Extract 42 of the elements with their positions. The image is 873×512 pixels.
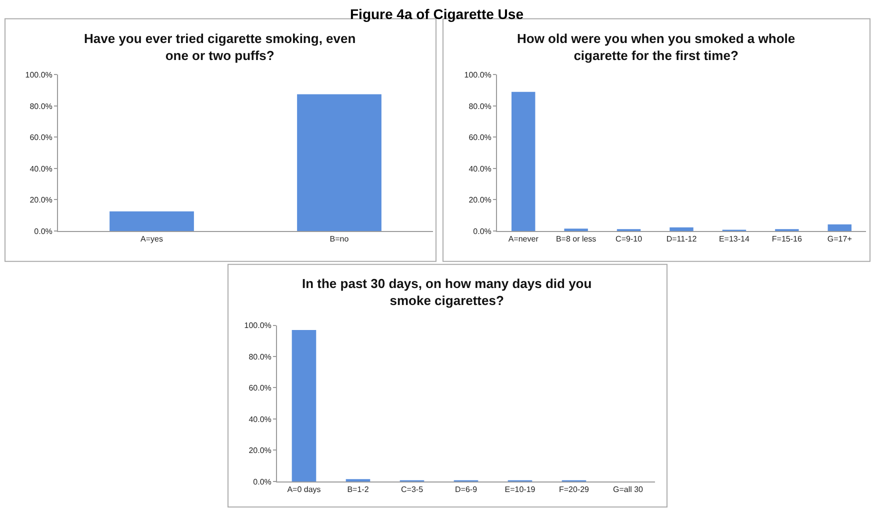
y-tick-label: 0.0% — [473, 226, 492, 236]
y-tick-label: 40.0% — [468, 164, 492, 174]
x-tick-label: B=no — [330, 234, 350, 244]
y-tick-label: 80.0% — [468, 102, 492, 111]
chart-title: Have you ever tried cigarette smoking, even one or two puffs? — [84, 31, 356, 63]
y-tick-label: 100.0% — [25, 70, 52, 80]
y-tick-label: 80.0% — [248, 352, 272, 362]
x-tick-label: G=17+ — [827, 234, 852, 244]
x-tick-label: A=0 days — [287, 485, 321, 494]
bar — [512, 92, 536, 231]
x-tick-label: E=10-19 — [504, 485, 536, 494]
y-tick-label: 40.0% — [248, 414, 272, 424]
x-tick-label: A=never — [508, 234, 539, 244]
chart-title: In the past 30 days, on how many days did you smoke cigarettes? — [302, 276, 592, 308]
x-tick-label: C=9-10 — [616, 234, 643, 244]
x-tick-label: F=20-29 — [558, 485, 590, 494]
y-tick-label: 20.0% — [30, 195, 52, 204]
x-tick-label: D=11-12 — [666, 234, 698, 244]
bar — [828, 224, 852, 231]
y-tick-label: 100.0% — [244, 321, 272, 330]
y-tick-label: 100.0% — [464, 70, 492, 80]
y-tick-label: 40.0% — [30, 164, 52, 174]
x-tick-label: E=13-14 — [718, 234, 750, 244]
caption: Figure 4a of Cigarette Use — [350, 6, 524, 22]
y-tick-label: 0.0% — [34, 226, 52, 236]
y-tick-label: 60.0% — [468, 133, 492, 142]
y-tick-label: 60.0% — [30, 133, 52, 142]
x-tick-label: D=6-9 — [454, 485, 478, 494]
bar — [292, 330, 316, 482]
x-tick-label: A=yes — [140, 234, 163, 244]
y-tick-label: 80.0% — [30, 102, 52, 111]
chart-title: How old were you when you smoked a whole cigarette for the first time? — [517, 31, 796, 63]
x-tick-label: G=all 30 — [612, 485, 644, 494]
y-tick-label: 60.0% — [248, 384, 272, 393]
x-tick-label: B=8 or less — [556, 234, 596, 244]
y-tick-label: 20.0% — [248, 446, 272, 456]
x-tick-label: B=1-2 — [347, 485, 370, 494]
x-tick-label: F=15-16 — [772, 234, 802, 244]
x-tick-label: C=3-5 — [400, 485, 424, 494]
y-tick-label: 20.0% — [468, 195, 492, 204]
bar — [670, 227, 694, 231]
y-tick-label: 0.0% — [253, 477, 272, 486]
